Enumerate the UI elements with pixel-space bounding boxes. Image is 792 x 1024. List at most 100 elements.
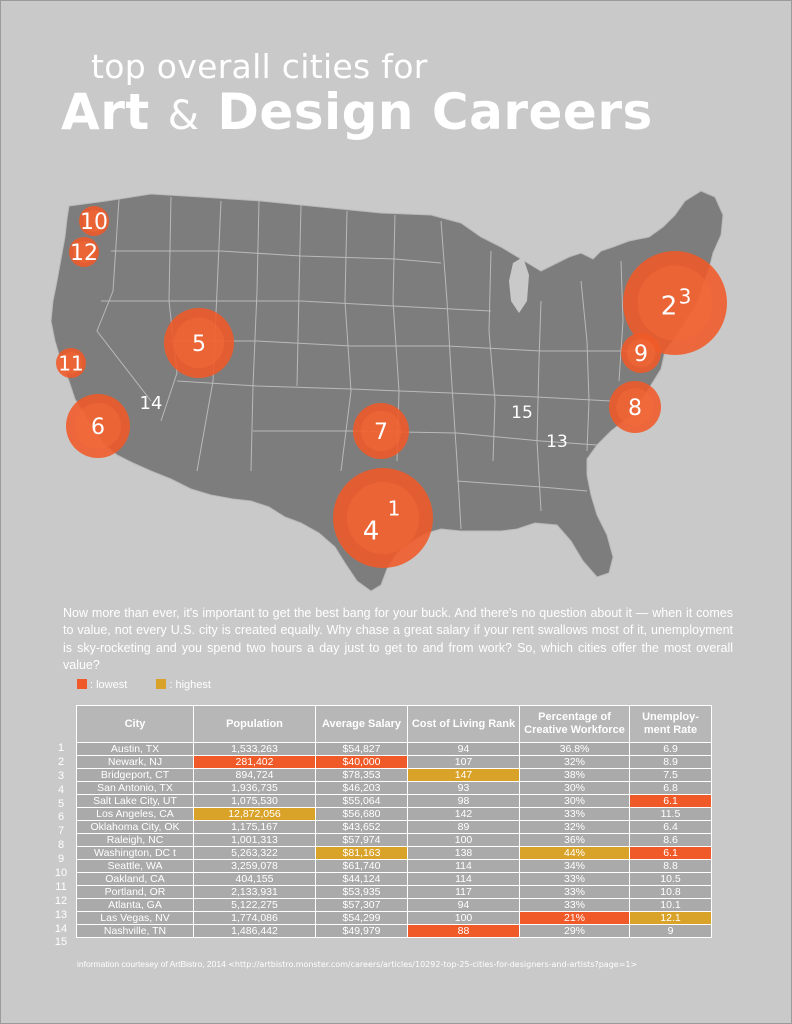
rank-number: 13: [54, 908, 68, 921]
cell-city: Oakland, CA: [76, 872, 194, 886]
rank-number: 6: [57, 811, 65, 824]
cell-creative: 32%: [519, 755, 630, 769]
legend-lowest: : lowest: [77, 679, 127, 691]
cell-creative: 33%: [519, 898, 630, 912]
cell-city: San Antonio, TX: [76, 781, 194, 795]
cell-col: 94: [407, 898, 520, 912]
cell-city: Nashville, TN: [76, 924, 194, 938]
cell-unemployment: 11.5: [629, 807, 712, 821]
cell-population: 3,259,078: [193, 859, 316, 873]
us-map-land: [50, 190, 724, 592]
cell-col: 107: [407, 755, 520, 769]
city-bubble-label: 5: [192, 332, 206, 357]
city-bubble-inner: [83, 210, 105, 232]
cell-salary: $54,827: [315, 742, 408, 756]
cell-unemployment: 7.5: [629, 768, 712, 782]
cell-unemployment: 10.1: [629, 898, 712, 912]
source-footer: information courtesey of ArtBistro, 2014…: [77, 959, 637, 969]
cell-salary: $61,740: [315, 859, 408, 873]
city-bubble-inner: [73, 241, 95, 263]
city-bubble-inner: [347, 482, 419, 554]
cell-population: 1,774,086: [193, 911, 316, 925]
cell-unemployment: 8.8: [629, 859, 712, 873]
cell-unemployment: 10.5: [629, 872, 712, 886]
cell-city: Las Vegas, NV: [76, 911, 194, 925]
cell-creative: 33%: [519, 872, 630, 886]
city-bubble-inner: [74, 402, 122, 450]
rank-number: 4: [57, 783, 65, 796]
cell-col: 88: [407, 924, 520, 938]
cell-population: 281,402: [193, 755, 316, 769]
cell-salary: $43,652: [315, 820, 408, 834]
cell-salary: $57,307: [315, 898, 408, 912]
city-bubble-label: 14: [140, 393, 163, 414]
cell-creative: 30%: [519, 794, 630, 808]
cell-city: Newark, NJ: [76, 755, 194, 769]
table-row: Portland, OR 2,133,931 $53,935 117 33% 10.8: [76, 885, 712, 899]
city-bubble-inner: [173, 317, 225, 369]
cell-col: 93: [407, 781, 520, 795]
cell-col: 138: [407, 846, 520, 860]
cell-col: 142: [407, 807, 520, 821]
city-bubble-label: 9: [634, 342, 648, 367]
city-bubble-label: 6: [91, 415, 105, 440]
header-population: Population: [193, 705, 316, 743]
cell-unemployment: 9: [629, 924, 712, 938]
legend-highest-swatch: [156, 679, 167, 689]
city-bubble-inner: [637, 265, 713, 341]
title-line-1: top overall cities for: [91, 47, 428, 86]
cell-population: 1,001,313: [193, 833, 316, 847]
city-bubble-inner: [60, 352, 82, 374]
cell-unemployment: 10.8: [629, 885, 712, 899]
cell-salary: $81,163: [315, 846, 408, 860]
cell-col: 117: [407, 885, 520, 899]
header-average-salary: Average Salary: [315, 705, 408, 743]
table-row: Los Angeles, CA 12,872,056 $56,680 142 33% 11…: [76, 807, 712, 821]
legend-highest-label: : highest: [169, 679, 211, 691]
cell-creative: 32%: [519, 820, 630, 834]
cell-creative: 29%: [519, 924, 630, 938]
footer-credit: information courtesey of ArtBistro, 2014: [77, 959, 226, 969]
cell-creative: 21%: [519, 911, 630, 925]
rank-number: 15: [54, 936, 68, 949]
rank-number: 10: [54, 867, 68, 880]
table-row: Newark, NJ 281,402 $40,000 107 32% 8.9: [76, 755, 712, 769]
rank-number: 12: [54, 894, 68, 907]
cell-unemployment: 6.8: [629, 781, 712, 795]
legend-lowest-swatch: [77, 679, 87, 689]
header-creative-workforce: Percentage of Creative Workforce: [519, 705, 630, 743]
cell-city: Austin, TX: [76, 742, 194, 756]
cell-salary: $53,935: [315, 885, 408, 899]
cell-population: 2,133,931: [193, 885, 316, 899]
rank-number: 8: [57, 839, 65, 852]
city-data-table: City Population Average Salary Cost of L…: [76, 705, 712, 938]
city-bubble-label: 7: [374, 420, 388, 445]
legend: : lowest : highest: [77, 679, 237, 691]
cell-city: Bridgeport, CT: [76, 768, 194, 782]
title-ampersand: &: [167, 93, 200, 139]
table-row: San Antonio, TX 1,936,735 $46,203 93 30% 6.8: [76, 781, 712, 795]
cell-col: 114: [407, 859, 520, 873]
header-city: City: [76, 705, 194, 743]
cell-salary: $46,203: [315, 781, 408, 795]
cell-salary: $56,680: [315, 807, 408, 821]
cell-population: 1,175,167: [193, 820, 316, 834]
rank-number: 9: [57, 853, 65, 866]
rank-number: 7: [57, 825, 65, 838]
cell-col: 98: [407, 794, 520, 808]
cell-unemployment: 12.1: [629, 911, 712, 925]
header-cost-of-living: Cost of Living Rank: [407, 705, 520, 743]
table-row: Washington, DC t 5,263,322 $81,163 138 44% 6.…: [76, 846, 712, 860]
header-unemployment: Unemploy-ment Rate: [629, 705, 712, 743]
title-art: Art: [61, 83, 150, 141]
table-header-row: City Population Average Salary Cost of L…: [76, 705, 712, 743]
city-bubble-label: 8: [628, 396, 642, 421]
cell-unemployment: 8.9: [629, 755, 712, 769]
cell-population: 1,075,530: [193, 794, 316, 808]
table-row: Salt Lake City, UT 1,075,530 $55,064 98 30% 6…: [76, 794, 712, 808]
cell-creative: 44%: [519, 846, 630, 860]
cell-col: 100: [407, 911, 520, 925]
title-design-careers: Design Careers: [217, 83, 653, 141]
